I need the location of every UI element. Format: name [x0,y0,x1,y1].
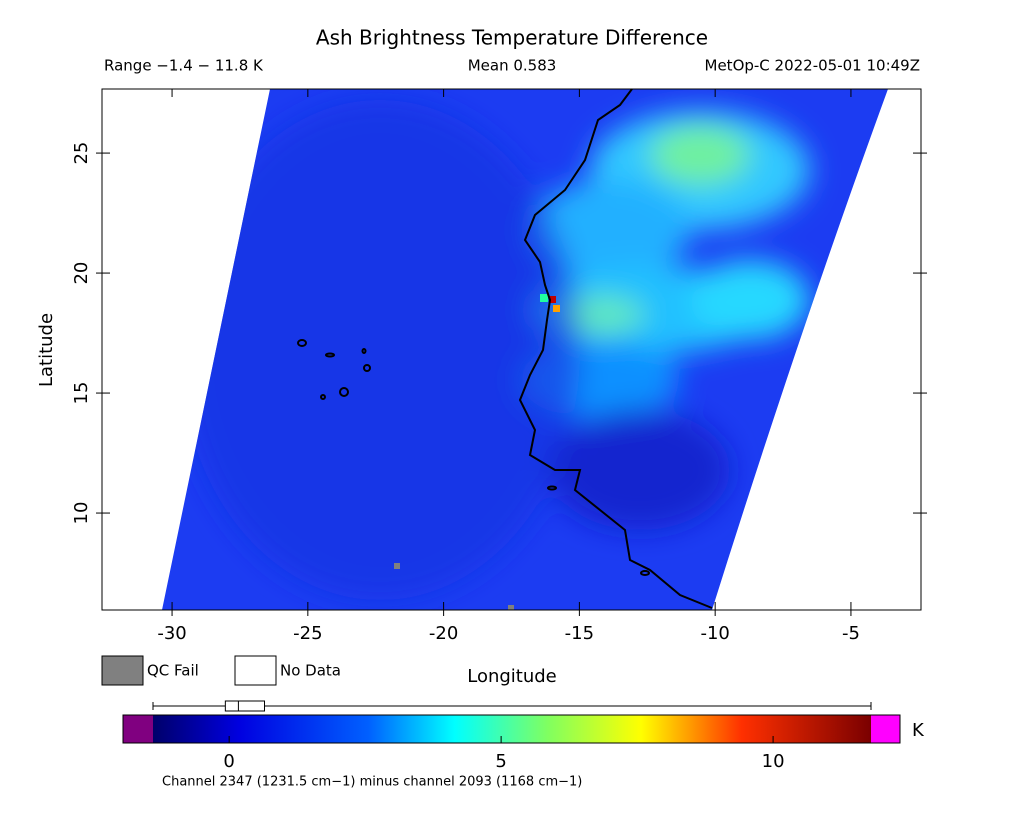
x-tick-label: -25 [293,623,322,644]
colorbar-tick-label: 10 [762,751,785,772]
legend-label: QC Fail [147,662,199,680]
coastline [297,88,713,609]
swath [162,89,888,610]
ash-field [180,100,810,600]
colorbar-tick-label: 5 [495,751,506,772]
colorbar-tick-label: 0 [223,751,234,772]
no-data-swatch [234,655,277,686]
hot-pixel [540,294,548,302]
hot-pixel [553,305,560,312]
colorbar [153,715,871,743]
x-tick-label: -10 [700,623,729,644]
above-range-swatch [871,715,900,743]
hot-pixel [549,296,556,303]
y-tick-label: 20 [71,262,92,285]
y-tick-label: 25 [71,142,92,165]
map-frame [101,88,922,611]
qc-fail-swatch [101,655,144,686]
qc-fail-pixel [394,563,400,569]
range: Range −1.4 − 11.8 K [104,57,264,75]
y-axis-label: Latitude [36,313,57,387]
x-tick-label: -20 [429,623,458,644]
x-tick-label: -5 [842,623,860,644]
colorbar-frame [122,714,901,744]
mean: Mean 0.583 [468,57,557,75]
y-tick-label: 15 [71,382,92,405]
x-tick-label: -30 [157,623,186,644]
legend-label: No Data [280,662,341,680]
x-axis-label: Longitude [467,666,557,687]
satellite: MetOp-C 2022-05-01 10:49Z [705,57,920,75]
y-tick-label: 10 [71,502,92,525]
x-tick-label: -15 [565,623,594,644]
footnote: Channel 2347 (1231.5 cm−1) minus channel… [162,775,582,790]
title: Ash Brightness Temperature Difference [316,26,708,50]
below-range-swatch [123,715,153,743]
qc-fail-pixel [508,605,514,610]
boxplot-box [224,700,266,712]
colorbar-unit: K [912,720,925,741]
